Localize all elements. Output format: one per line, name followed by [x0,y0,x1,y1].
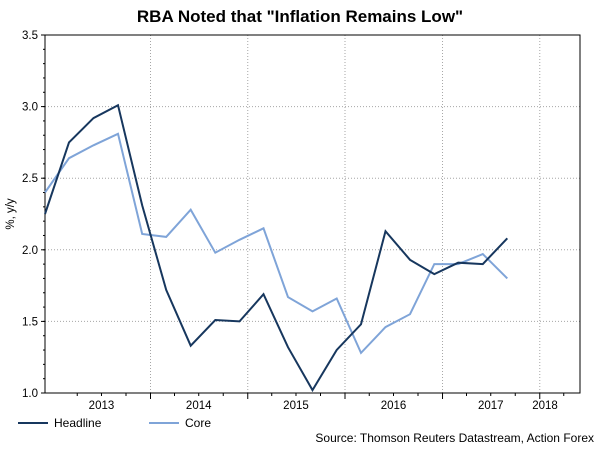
series-lines [44,103,509,393]
source-note: Source: Thomson Reuters Datastream, Acti… [315,431,594,445]
legend-label-headline: Headline [54,416,102,430]
y-tick-label: 1.5 [22,316,38,328]
x-tick-label: 2013 [89,400,115,412]
y-tick-label: 2.5 [22,173,38,185]
legend-label-core: Core [185,416,211,430]
y-tick-label: 3.0 [22,102,38,114]
x-tick-label: 2016 [381,400,407,412]
y-axis: 1.0 1.5 2.0 2.5 3.0 3.5 [22,30,45,400]
series-line-headline [44,103,509,393]
legend: Headline Core [18,416,211,430]
x-tick-label: 2018 [532,400,558,412]
x-tick-label: 2017 [478,400,504,412]
x-tick-label: 2015 [283,400,309,412]
chart-title: RBA Noted that "Inflation Remains Low" [137,7,463,26]
y-tick-label: 3.5 [22,30,38,42]
x-tick-label: 2014 [186,400,212,412]
y-axis-title: %, y/y [5,198,17,230]
y-tick-label: 2.0 [22,245,38,257]
plot-frame [44,34,581,394]
gridlines [45,35,580,393]
y-tick-label: 1.0 [22,388,38,400]
x-axis: 2013 2014 2015 2016 2017 2018 [76,393,565,412]
